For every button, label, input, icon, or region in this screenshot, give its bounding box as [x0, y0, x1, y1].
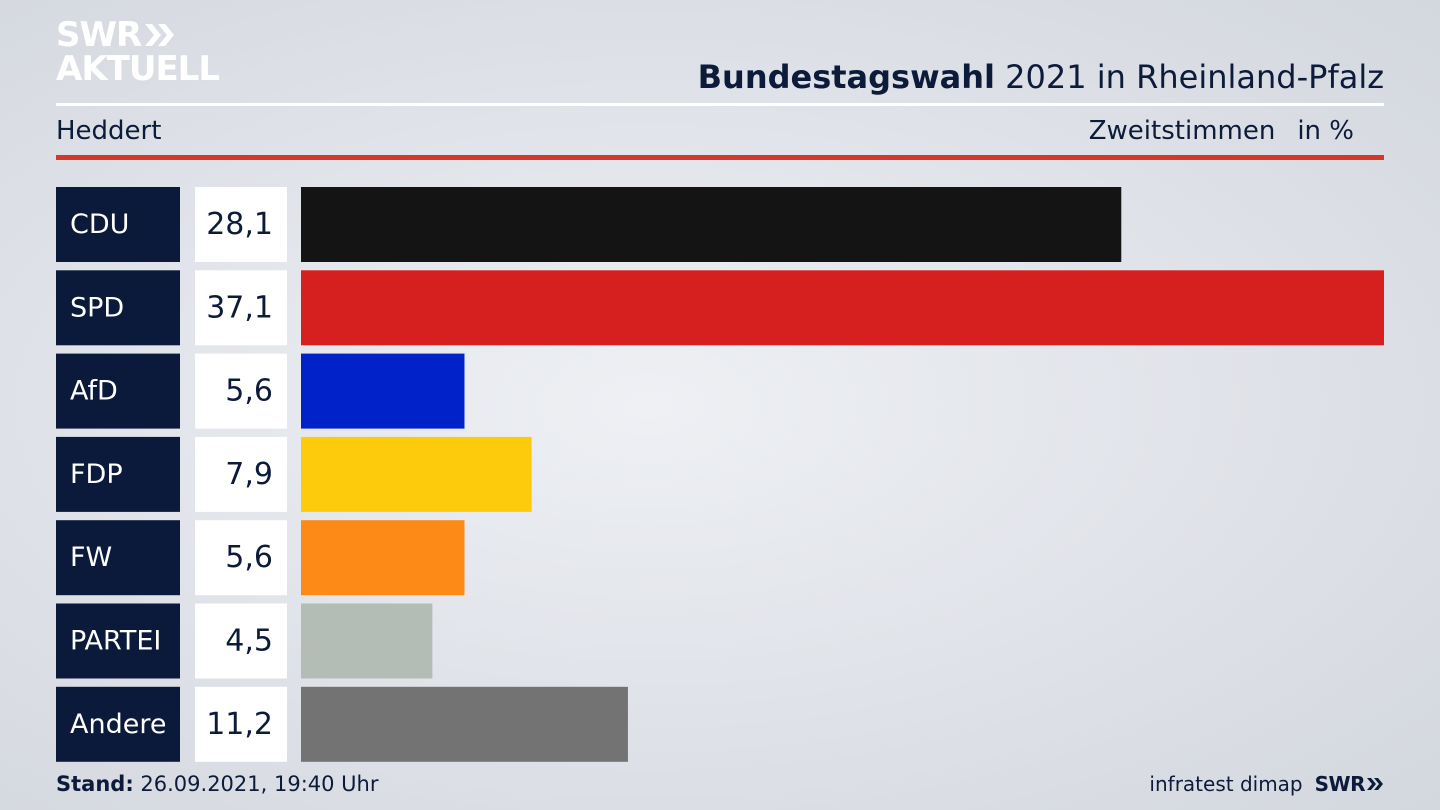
double-chevron-right-icon	[145, 24, 175, 46]
metric-unit: in %	[1297, 116, 1354, 146]
party-box-fdp	[56, 436, 180, 512]
value-box-partei	[195, 603, 287, 679]
party-box-spd	[56, 270, 180, 346]
chart-row-fw: FW 5,6	[56, 520, 465, 596]
source-name: infratest dimap	[1149, 772, 1303, 796]
party-box-cdu	[56, 187, 180, 262]
metric-label: Zweitstimmen in %	[1089, 116, 1354, 146]
timestamp-label: Stand:	[56, 772, 134, 796]
value-box-andere	[195, 686, 287, 762]
swr-small-logo: SWR	[1315, 772, 1384, 796]
party-box-andere	[56, 686, 180, 762]
bar-spd	[301, 270, 1384, 346]
chart-row-spd: SPD 37,1	[56, 270, 1384, 346]
party-label-cdu: CDU	[70, 209, 129, 240]
party-label-fdp: FDP	[70, 459, 123, 490]
value-box-afd	[195, 353, 287, 429]
party-box-fw	[56, 520, 180, 596]
chart-row-partei: PARTEI 4,5	[56, 603, 433, 679]
bar-cdu	[301, 187, 1122, 262]
party-label-partei: PARTEI	[70, 626, 161, 657]
bar-andere	[301, 686, 628, 762]
bar-fdp	[301, 436, 532, 512]
chart-title-rest: 2021 in Rheinland-Pfalz	[995, 58, 1384, 96]
value-label-partei: 4,5	[225, 624, 273, 659]
chart-row-cdu: CDU 28,1	[56, 187, 1122, 262]
party-label-fw: FW	[70, 542, 112, 573]
value-box-cdu	[195, 187, 287, 262]
value-box-fw	[195, 520, 287, 596]
source-credit: infratest dimap SWR	[1149, 772, 1384, 796]
chart-title-strong: Bundestagswahl	[697, 58, 995, 96]
bar-fw	[301, 520, 465, 596]
party-label-afd: AfD	[70, 376, 118, 407]
chart-row-andere: Andere 11,2	[56, 686, 628, 762]
party-label-andere: Andere	[70, 709, 166, 740]
value-label-cdu: 28,1	[206, 207, 273, 242]
chart-row-fdp: FDP 7,9	[56, 436, 532, 512]
header-divider-white	[56, 103, 1384, 106]
timestamp-value: 26.09.2021, 19:40 Uhr	[133, 772, 379, 796]
source-logo-text: SWR	[1314, 772, 1366, 796]
value-label-fdp: 7,9	[225, 457, 273, 492]
chart-row-afd: AfD 5,6	[56, 353, 465, 429]
value-label-spd: 37,1	[206, 290, 273, 325]
header-divider-red	[56, 155, 1384, 160]
party-box-afd	[56, 353, 180, 429]
double-chevron-right-icon	[1367, 778, 1383, 790]
party-box-partei	[56, 603, 180, 679]
logo-aktuell-text: AKTUELL	[56, 49, 220, 89]
value-label-fw: 5,6	[225, 540, 273, 575]
value-box-spd	[195, 270, 287, 346]
party-label-spd: SPD	[70, 292, 124, 323]
metric-name: Zweitstimmen	[1088, 116, 1276, 146]
bar-partei	[301, 603, 433, 679]
logo-swr-text: SWR	[56, 15, 142, 55]
district-name: Heddert	[56, 116, 162, 146]
value-box-fdp	[195, 436, 287, 512]
bar-afd	[301, 353, 465, 429]
value-label-andere: 11,2	[206, 707, 273, 742]
value-label-afd: 5,6	[225, 374, 273, 409]
timestamp: Stand: 26.09.2021, 19:40 Uhr	[56, 772, 379, 796]
swr-aktuell-logo: SWR AKTUELL	[56, 15, 220, 89]
chart-title: Bundestagswahl 2021 in Rheinland-Pfalz	[698, 58, 1384, 96]
